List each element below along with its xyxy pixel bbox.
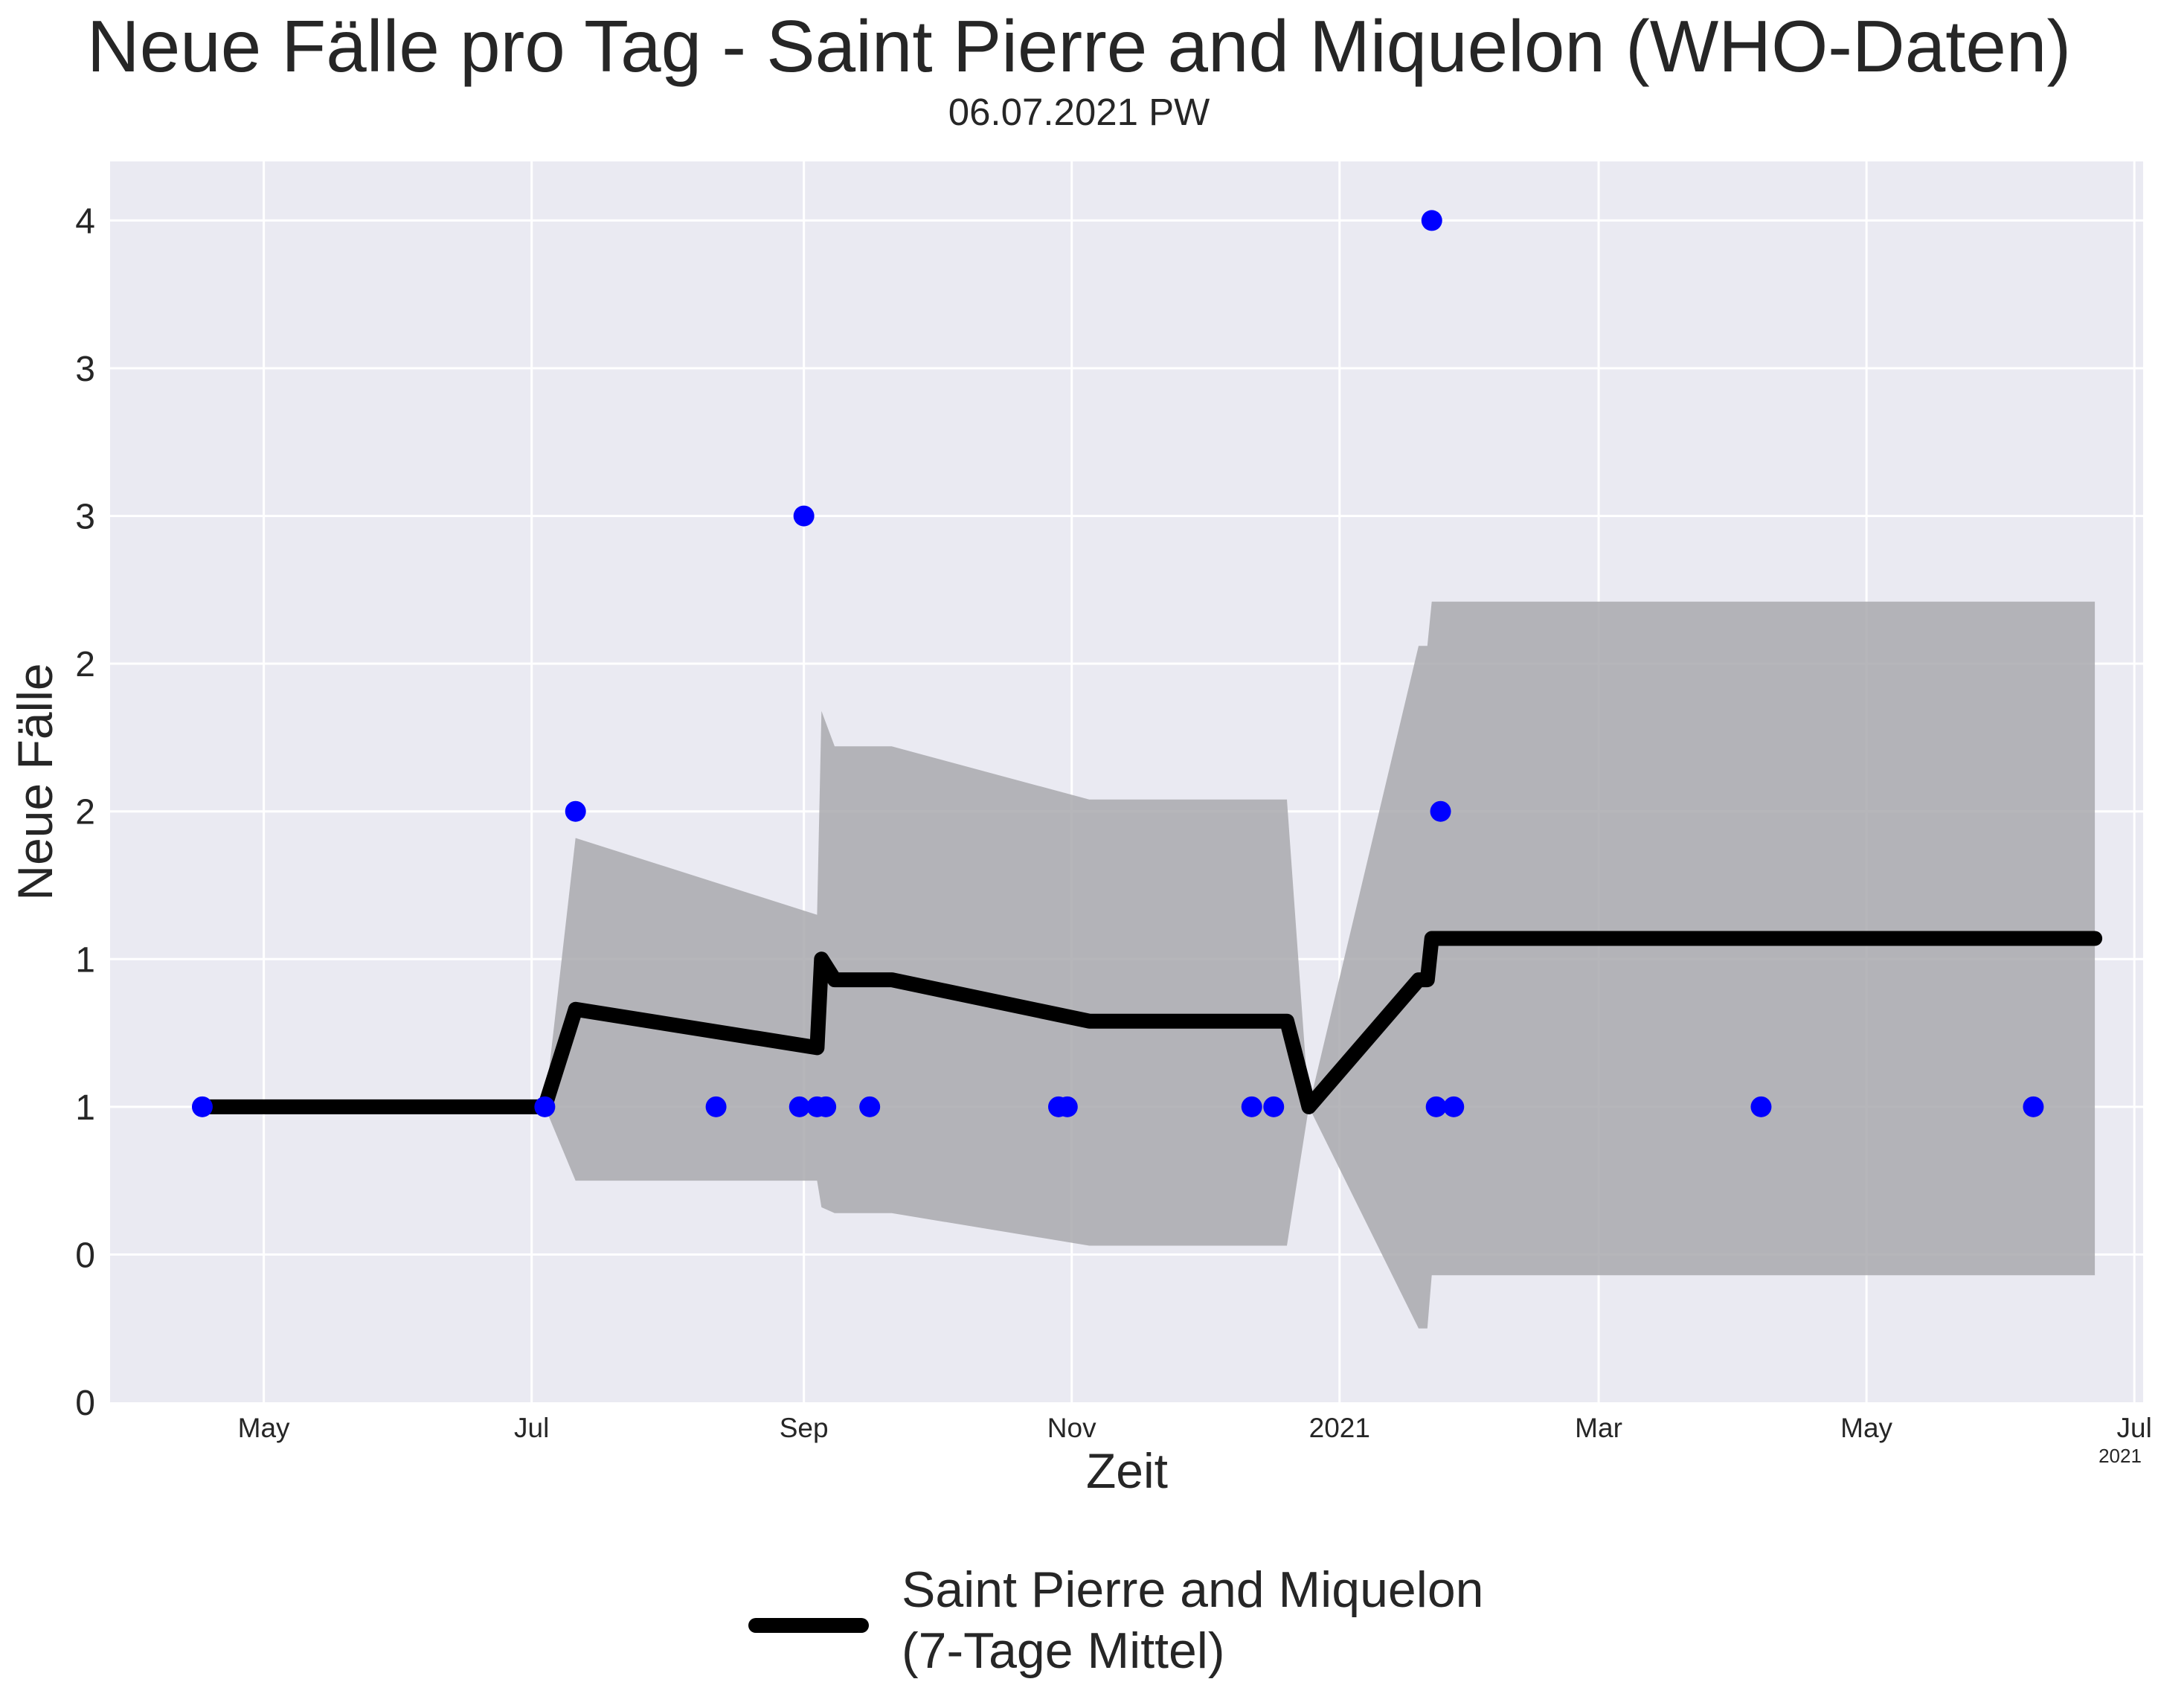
x-tick-label-3: Nov — [1047, 1413, 1096, 1443]
data-point-18 — [2023, 1096, 2044, 1117]
legend-label: Saint Pierre and Miquelon (7-Tage Mittel… — [902, 1559, 1483, 1681]
x-tick-label-6: May — [1840, 1413, 1892, 1443]
data-point-17 — [1750, 1096, 1772, 1117]
x-tick-labels: May Jul Sep Nov 2021 Mar May Jul — [238, 1413, 2152, 1443]
y-tick-labels: 0 0 1 1 2 2 3 3 4 — [75, 202, 95, 1423]
data-point-12 — [1263, 1096, 1285, 1117]
y-tick-label-0: 0 — [75, 1384, 95, 1423]
y-tick-label-8: 4 — [75, 202, 95, 241]
x-tick-label-0: May — [238, 1413, 290, 1443]
y-tick-label-3: 1 — [75, 940, 95, 980]
y-tick-label-7: 3 — [75, 350, 95, 389]
data-point-5 — [793, 505, 815, 527]
data-point-11 — [1241, 1096, 1262, 1117]
data-point-15 — [1430, 800, 1451, 822]
y-tick-label-4: 2 — [75, 793, 95, 832]
data-point-7 — [815, 1096, 837, 1117]
chart-subtitle: 06.07.2021 PW — [948, 91, 1210, 133]
legend-label-line2: (7-Tage Mittel) — [902, 1622, 1225, 1679]
x-tick-label-2: Sep — [780, 1413, 829, 1443]
data-point-8 — [859, 1096, 881, 1117]
confidence-band — [202, 601, 2096, 1329]
x-tick-label-4: 2021 — [1309, 1413, 1370, 1443]
data-point-16 — [1443, 1096, 1465, 1117]
series-line-7day-mean — [195, 931, 2103, 1114]
y-tick-label-1: 0 — [75, 1236, 95, 1275]
x-tick-label-5: Mar — [1575, 1413, 1622, 1443]
data-point-4 — [789, 1096, 810, 1117]
y-tick-label-5: 2 — [75, 645, 95, 684]
x-offset-label: 2021 — [2098, 1445, 2142, 1467]
data-point-13 — [1421, 210, 1442, 231]
x-axis-label: Zeit — [1086, 1443, 1168, 1498]
data-point-3 — [705, 1096, 727, 1117]
x-tick-label-1: Jul — [514, 1413, 549, 1443]
daily-cases-points — [191, 210, 2044, 1117]
data-point-0 — [191, 1096, 213, 1117]
data-point-2 — [565, 800, 586, 822]
data-point-14 — [1425, 1096, 1447, 1117]
data-point-10 — [1056, 1096, 1078, 1117]
legend-label-line1: Saint Pierre and Miquelon — [902, 1561, 1484, 1618]
y-tick-label-2: 1 — [75, 1088, 95, 1128]
x-tick-label-7: Jul — [2117, 1413, 2152, 1443]
y-tick-label-6: 3 — [75, 498, 95, 537]
data-point-1 — [534, 1096, 556, 1117]
y-axis-label: Neue Fälle — [7, 663, 62, 900]
chart-title: Neue Fälle pro Tag - Saint Pierre and Mi… — [86, 5, 2072, 87]
